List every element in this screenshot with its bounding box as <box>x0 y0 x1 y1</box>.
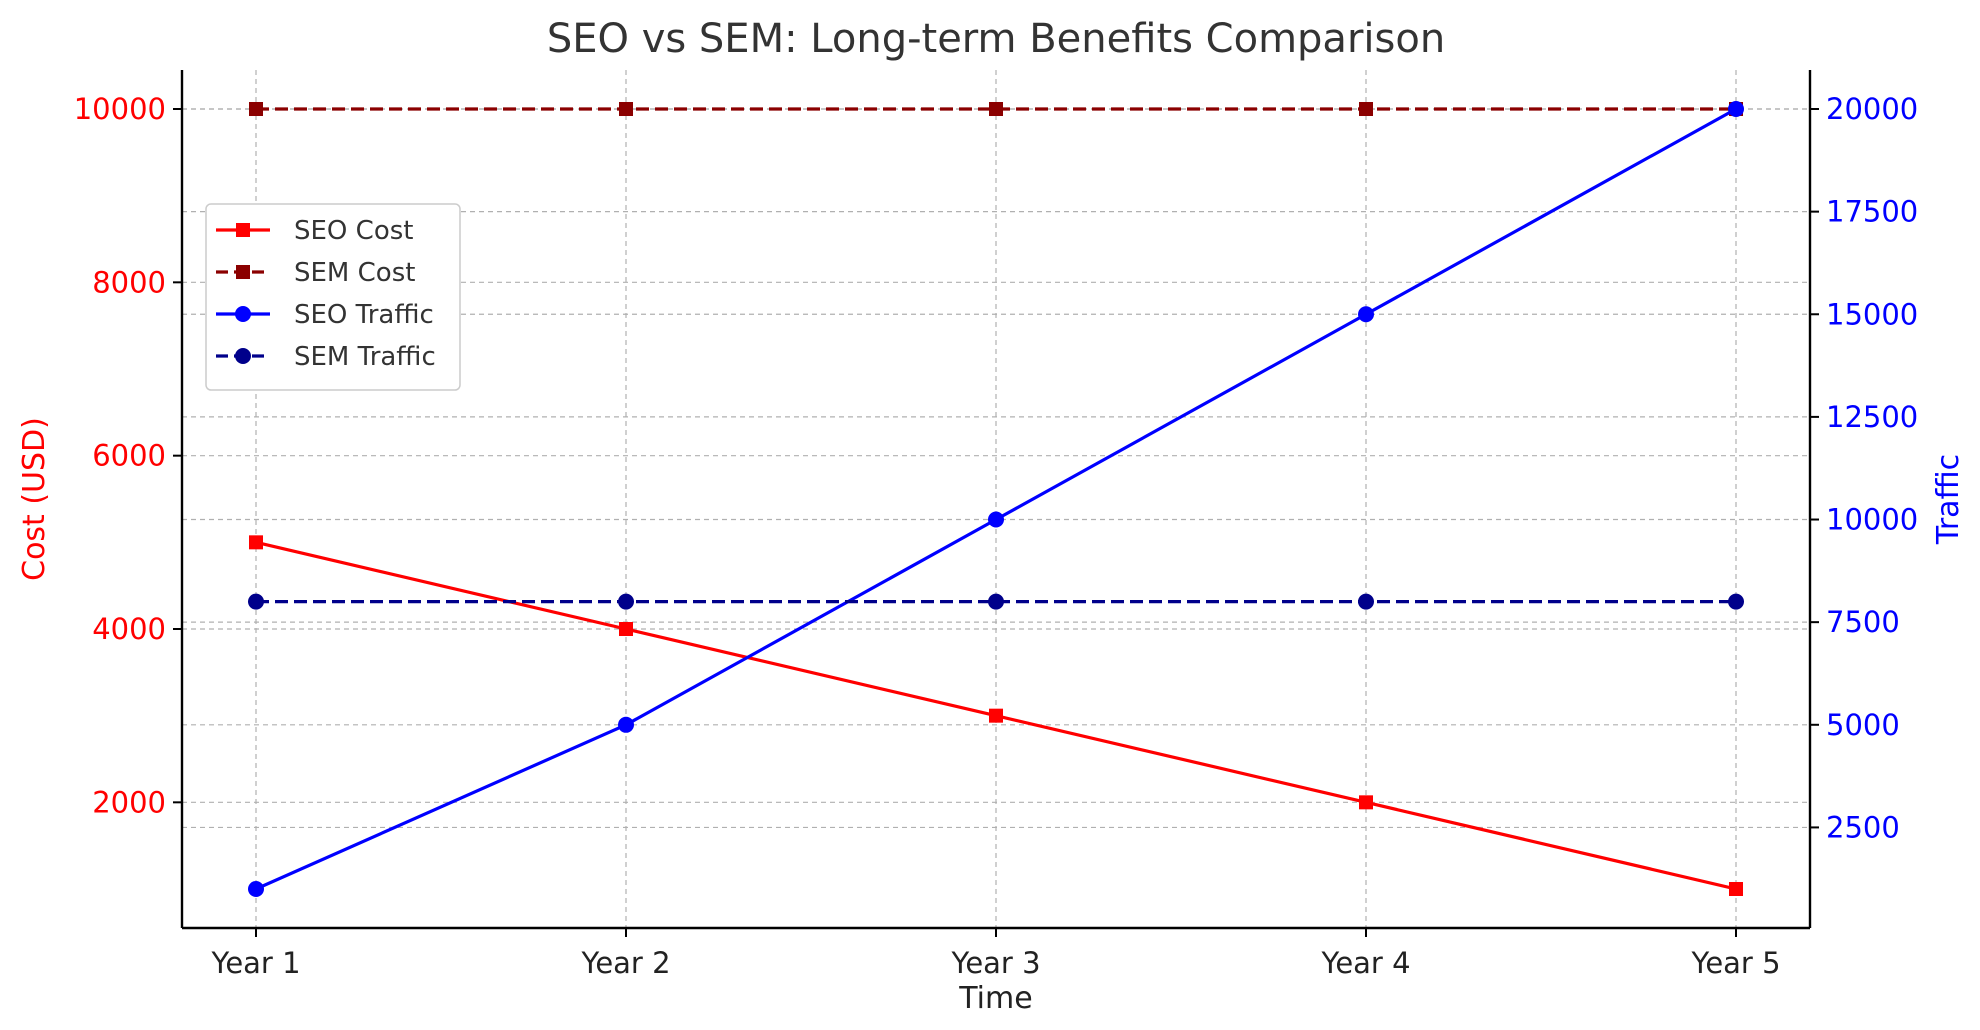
sem-traffic-point <box>248 593 264 610</box>
right-tick-label: 20000 <box>1826 92 1918 126</box>
left-tick-label: 8000 <box>92 265 166 299</box>
seo-cost-point <box>249 535 263 550</box>
left-tick-label: 6000 <box>92 439 166 473</box>
legend-label-seo-cost: SEO Cost <box>294 216 413 246</box>
x-tick-label: Year 4 <box>1320 946 1410 980</box>
sem-cost-point <box>989 102 1003 116</box>
right-tick-label: 7500 <box>1826 605 1900 639</box>
right-tick-label: 5000 <box>1826 708 1900 742</box>
right-tick-label: 17500 <box>1826 195 1918 229</box>
right-axis-title: Traffic <box>1931 454 1966 545</box>
right-tick-label: 12500 <box>1826 400 1918 434</box>
sem-cost-point <box>1359 102 1373 116</box>
x-tick-label: Year 1 <box>210 946 300 980</box>
sem-traffic-point <box>1358 593 1374 610</box>
seo-cost-point <box>989 708 1003 723</box>
seo-cost-point <box>619 622 633 636</box>
legend-marker-seo-traffic <box>235 306 251 322</box>
seo-traffic-series <box>248 101 1744 897</box>
left-tick-label: 2000 <box>92 785 166 819</box>
sem-traffic-point <box>618 593 634 610</box>
sem-traffic-series <box>248 593 1744 610</box>
x-tick-label: Year 2 <box>580 946 670 980</box>
legend-marker-sem-traffic <box>235 348 251 364</box>
seo-traffic-point <box>1358 306 1374 323</box>
sem-traffic-point <box>1728 593 1744 610</box>
legend-marker-seo-cost <box>236 223 250 237</box>
right-tick-label: 10000 <box>1826 503 1918 537</box>
left-tick-label: 4000 <box>92 612 166 646</box>
seo-traffic-point <box>1728 101 1744 117</box>
ticks: Year 1 Year 2 Year 3 Year 4 Year 5 2000 4000 60… <box>74 92 1919 980</box>
legend-marker-sem-cost <box>236 265 250 279</box>
left-tick-label: 10000 <box>74 92 166 126</box>
right-tick-label: 2500 <box>1826 810 1900 844</box>
seo-cost-series <box>249 535 1743 896</box>
right-tick-label: 15000 <box>1826 297 1918 331</box>
sem-cost-point <box>619 102 633 116</box>
seo-cost-point <box>1729 882 1743 896</box>
seo-traffic-point <box>618 716 634 733</box>
x-tick-label: Year 3 <box>950 946 1040 980</box>
x-tick-label: Year 5 <box>1690 946 1780 980</box>
seo-traffic-point <box>248 881 264 897</box>
left-axis-title: Cost (USD) <box>17 417 52 581</box>
sem-cost-series <box>249 102 1743 116</box>
legend: SEO Cost SEM Cost SEO Traffic SEM Traffic <box>205 203 461 391</box>
grid <box>182 70 1810 928</box>
chart-title: SEO vs SEM: Long-term Benefits Compariso… <box>547 16 1445 62</box>
legend-label-seo-traffic: SEO Traffic <box>294 300 434 330</box>
seo-traffic-point <box>988 511 1004 528</box>
seo-cost-point <box>1359 795 1373 810</box>
legend-label-sem-traffic: SEM Traffic <box>294 342 436 372</box>
sem-cost-point <box>249 102 263 116</box>
series-layer <box>248 101 1744 897</box>
x-axis-title: Time <box>958 981 1032 1016</box>
legend-box <box>205 203 461 391</box>
legend-label-sem-cost: SEM Cost <box>294 258 415 288</box>
sem-traffic-point <box>988 593 1004 610</box>
